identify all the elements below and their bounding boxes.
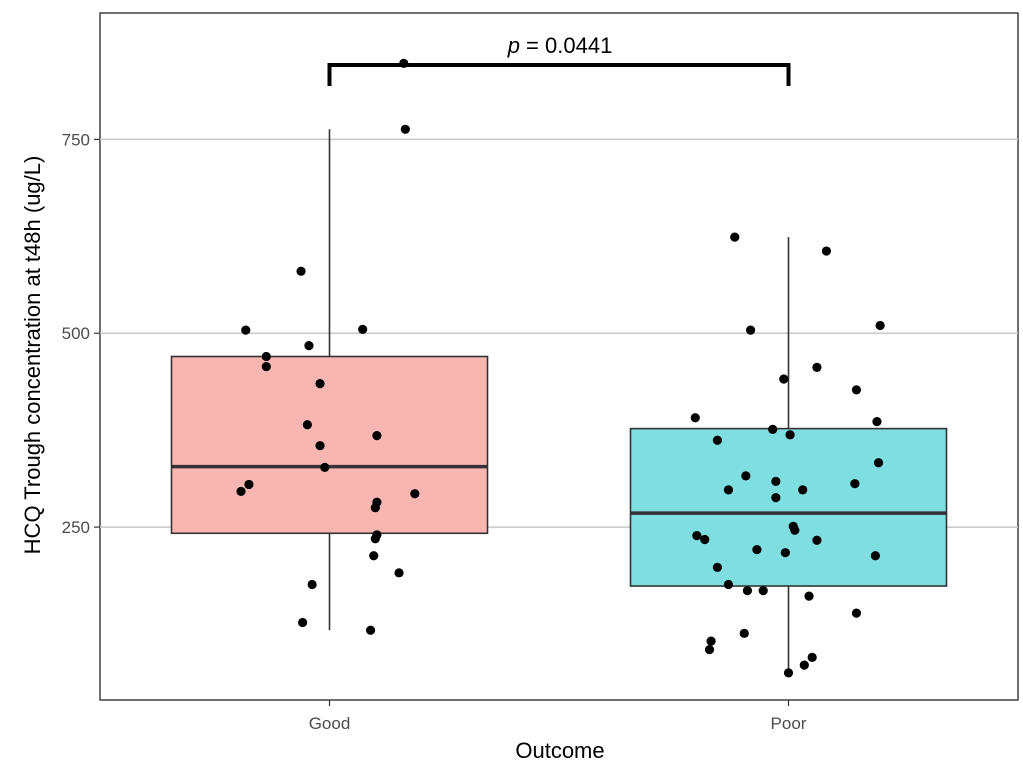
data-point-good bbox=[307, 579, 317, 590]
data-point-poor bbox=[812, 362, 822, 372]
data-point-poor bbox=[752, 544, 762, 555]
data-point-poor bbox=[799, 660, 809, 670]
data-point-poor bbox=[807, 652, 817, 662]
data-point-good bbox=[410, 489, 420, 499]
data-point-poor bbox=[712, 562, 723, 573]
data-point-poor bbox=[739, 628, 749, 638]
data-point-good bbox=[244, 479, 254, 490]
data-point-poor bbox=[741, 471, 751, 481]
data-point-good bbox=[370, 534, 380, 544]
data-point-poor bbox=[771, 493, 781, 503]
data-point-good bbox=[302, 420, 312, 430]
data-point-good bbox=[370, 503, 380, 513]
data-point-poor bbox=[723, 579, 734, 590]
data-point-good bbox=[358, 324, 368, 334]
data-point-good bbox=[296, 266, 306, 276]
x-tick-label-poor: Poor bbox=[771, 714, 807, 733]
data-point-poor bbox=[780, 548, 790, 558]
data-point-poor bbox=[723, 485, 734, 495]
data-point-poor bbox=[873, 458, 884, 468]
x-axis-title: Outcome bbox=[515, 738, 604, 763]
bracket-line bbox=[327, 63, 791, 86]
data-point-good bbox=[400, 124, 410, 134]
data-point-poor bbox=[850, 479, 860, 489]
data-point-good bbox=[394, 568, 404, 578]
data-point-good bbox=[261, 361, 271, 372]
data-point-good bbox=[365, 625, 376, 635]
data-points bbox=[236, 58, 885, 678]
data-point-poor bbox=[690, 413, 700, 423]
x-axis-ticks: Good Poor bbox=[309, 700, 807, 733]
data-point-good bbox=[304, 341, 314, 351]
data-point-good bbox=[372, 430, 382, 441]
data-point-poor bbox=[742, 586, 753, 596]
data-point-good bbox=[236, 486, 246, 497]
data-point-poor bbox=[812, 535, 822, 545]
data-point-poor bbox=[712, 435, 723, 445]
p-symbol: p bbox=[507, 33, 520, 58]
data-point-poor bbox=[804, 591, 814, 601]
significance-bracket bbox=[327, 63, 791, 86]
data-point-good bbox=[261, 351, 271, 362]
data-point-good bbox=[315, 441, 325, 451]
p-value-text: = 0.0441 bbox=[520, 33, 612, 58]
data-point-poor bbox=[758, 586, 768, 596]
data-point-poor bbox=[851, 385, 862, 395]
data-point-good bbox=[369, 551, 379, 561]
data-point-poor bbox=[704, 644, 715, 655]
data-point-poor bbox=[875, 320, 885, 331]
y-tick-label-250: 250 bbox=[62, 518, 90, 537]
data-point-poor bbox=[790, 525, 800, 535]
data-point-poor bbox=[798, 485, 808, 495]
poor-box bbox=[629, 427, 948, 587]
data-point-good bbox=[315, 379, 325, 389]
y-tick-label-500: 500 bbox=[62, 324, 90, 343]
y-tick-label-750: 750 bbox=[62, 130, 90, 149]
data-point-poor bbox=[706, 636, 716, 646]
data-point-poor bbox=[870, 551, 881, 561]
data-point-poor bbox=[700, 534, 710, 545]
y-axis-ticks: 250 500 750 bbox=[62, 130, 100, 537]
data-point-poor bbox=[872, 417, 882, 427]
x-tick-label-good: Good bbox=[309, 714, 351, 733]
data-point-good bbox=[298, 617, 308, 628]
data-point-poor bbox=[851, 608, 862, 618]
good-box bbox=[170, 355, 489, 535]
data-point-poor bbox=[779, 374, 789, 384]
data-point-poor bbox=[783, 668, 794, 678]
data-point-poor bbox=[730, 232, 740, 242]
data-point-poor bbox=[692, 531, 702, 541]
data-point-poor bbox=[745, 325, 756, 335]
data-point-good bbox=[320, 462, 330, 472]
data-point-poor bbox=[768, 424, 778, 434]
y-axis-title: HCQ Trough concentration at t48h (ug/L) bbox=[20, 156, 45, 555]
data-point-poor bbox=[771, 476, 781, 486]
data-point-poor bbox=[821, 246, 832, 256]
boxes bbox=[170, 129, 948, 673]
data-point-good bbox=[241, 325, 251, 335]
data-point-poor bbox=[785, 430, 795, 440]
p-value-annotation: p = 0.0441 bbox=[507, 33, 613, 58]
